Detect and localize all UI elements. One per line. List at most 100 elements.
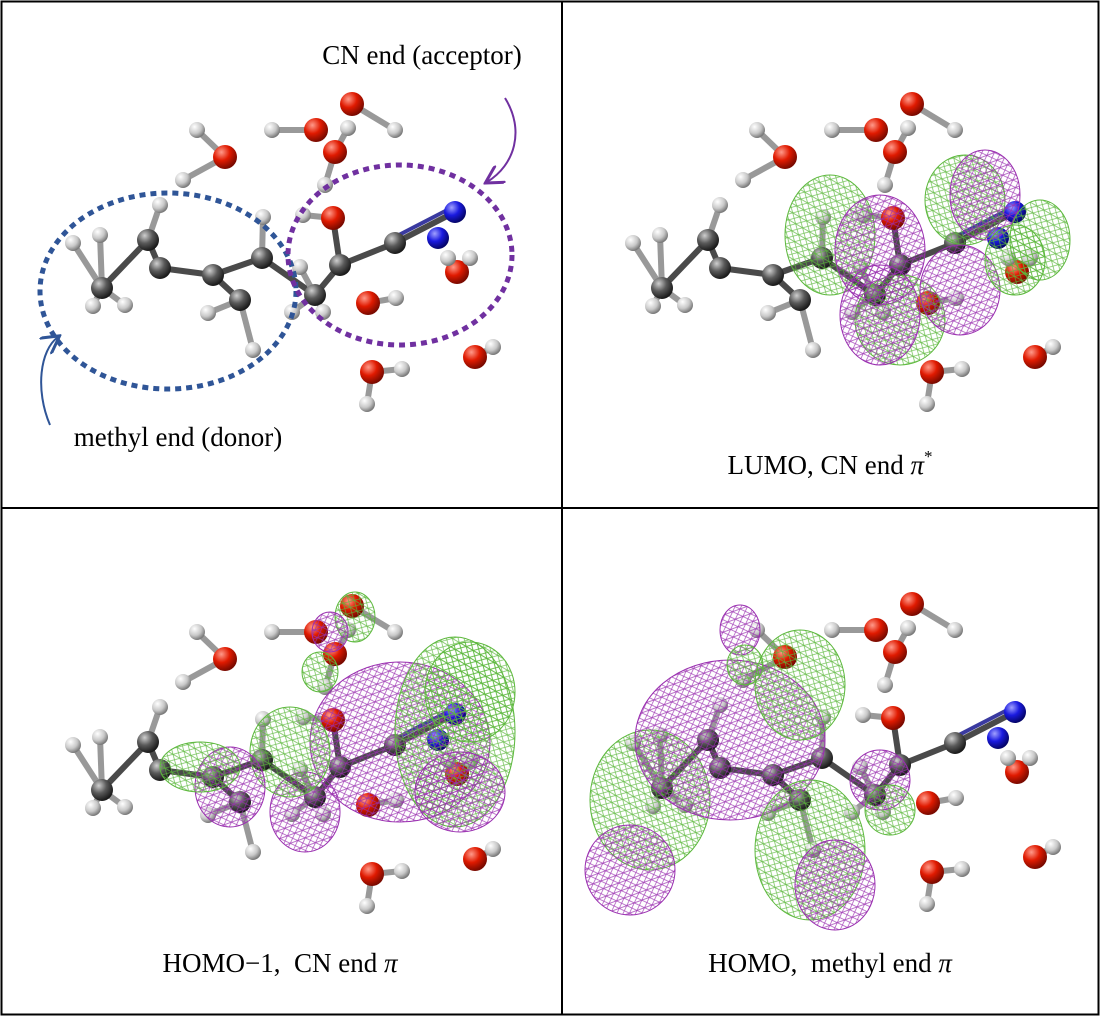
atom [954, 361, 970, 377]
atom [444, 201, 466, 223]
atom [340, 120, 356, 136]
atom [65, 737, 81, 753]
atom [462, 250, 478, 266]
atom [735, 172, 751, 188]
atom [864, 618, 888, 642]
atom [175, 674, 191, 690]
atom [1023, 845, 1047, 869]
atom [463, 345, 487, 369]
atom [152, 197, 168, 213]
atom [877, 177, 893, 193]
orbital-lobe [840, 265, 920, 365]
atom [245, 844, 261, 860]
atom [175, 172, 191, 188]
atom [92, 729, 108, 745]
atom [987, 727, 1009, 749]
atom [394, 863, 410, 879]
atom [137, 229, 159, 251]
molecule [625, 92, 1070, 412]
atom [920, 860, 944, 884]
atom [881, 706, 905, 730]
atom [709, 257, 731, 279]
atom [427, 227, 449, 249]
atom [954, 861, 970, 877]
atom [264, 624, 280, 640]
molecule [65, 592, 515, 914]
atom [92, 227, 108, 243]
caption-text: LUMO, CN end [727, 450, 910, 480]
atom [149, 257, 171, 279]
atom [883, 140, 907, 164]
atom [485, 339, 501, 355]
atom [1000, 750, 1016, 766]
atom [948, 790, 964, 806]
atom [321, 206, 345, 230]
atom [359, 898, 375, 914]
atom [387, 122, 403, 138]
atom [920, 360, 944, 384]
atom [855, 707, 871, 723]
annotation: CN end (acceptor) [322, 42, 521, 69]
caption-symbol: π [384, 948, 398, 978]
atom [200, 305, 216, 321]
figure [0, 0, 1100, 1016]
atom [900, 120, 916, 136]
atom [360, 360, 384, 384]
atom [916, 791, 940, 815]
atom [229, 289, 251, 311]
atom [651, 277, 673, 299]
atom [463, 847, 487, 871]
atom [189, 122, 205, 138]
atom [91, 277, 113, 299]
caption-symbol: π [938, 948, 952, 978]
orbital-lobe [727, 645, 763, 685]
donor-region [40, 193, 296, 389]
atom [340, 92, 364, 116]
atom [356, 291, 380, 315]
atom [117, 799, 133, 815]
atom [360, 862, 384, 886]
orbital-lobe [585, 825, 675, 915]
atom [359, 396, 375, 412]
caption-symbol: π [910, 450, 924, 480]
atom [864, 118, 888, 142]
atom [213, 145, 237, 169]
atom [947, 622, 963, 638]
atom [805, 342, 821, 358]
atom [1022, 750, 1038, 766]
atom [883, 640, 907, 664]
orbital-lobe [312, 612, 348, 652]
orbital-lobe [302, 652, 338, 692]
molecule [65, 92, 501, 412]
orbital-lobe [985, 225, 1045, 295]
atom [1004, 701, 1026, 723]
atom [749, 122, 765, 138]
atom [245, 342, 261, 358]
atom [900, 592, 924, 616]
atom [213, 647, 237, 671]
atom [919, 396, 935, 412]
atom [323, 140, 347, 164]
caption-superscript: * [924, 447, 933, 466]
caption: HOMO, methyl end π [708, 950, 952, 977]
atom [697, 229, 719, 251]
atom [91, 779, 113, 801]
atom [947, 122, 963, 138]
annotation: methyl end (donor) [74, 424, 282, 451]
caption-text: HOMO−1, CN end [162, 948, 383, 978]
atom [712, 197, 728, 213]
caption-text: HOMO, methyl end [708, 948, 938, 978]
atom [824, 622, 840, 638]
orbital-lobe [795, 840, 875, 930]
atom [317, 177, 333, 193]
atom [387, 624, 403, 640]
atom [773, 145, 797, 169]
atom [877, 677, 893, 693]
caption: HOMO−1, CN end π [162, 950, 397, 977]
atom [117, 297, 133, 313]
atom [760, 305, 776, 321]
atom [388, 290, 404, 306]
atom [152, 699, 168, 715]
atom [85, 800, 101, 816]
orbital-lobe [160, 742, 240, 792]
